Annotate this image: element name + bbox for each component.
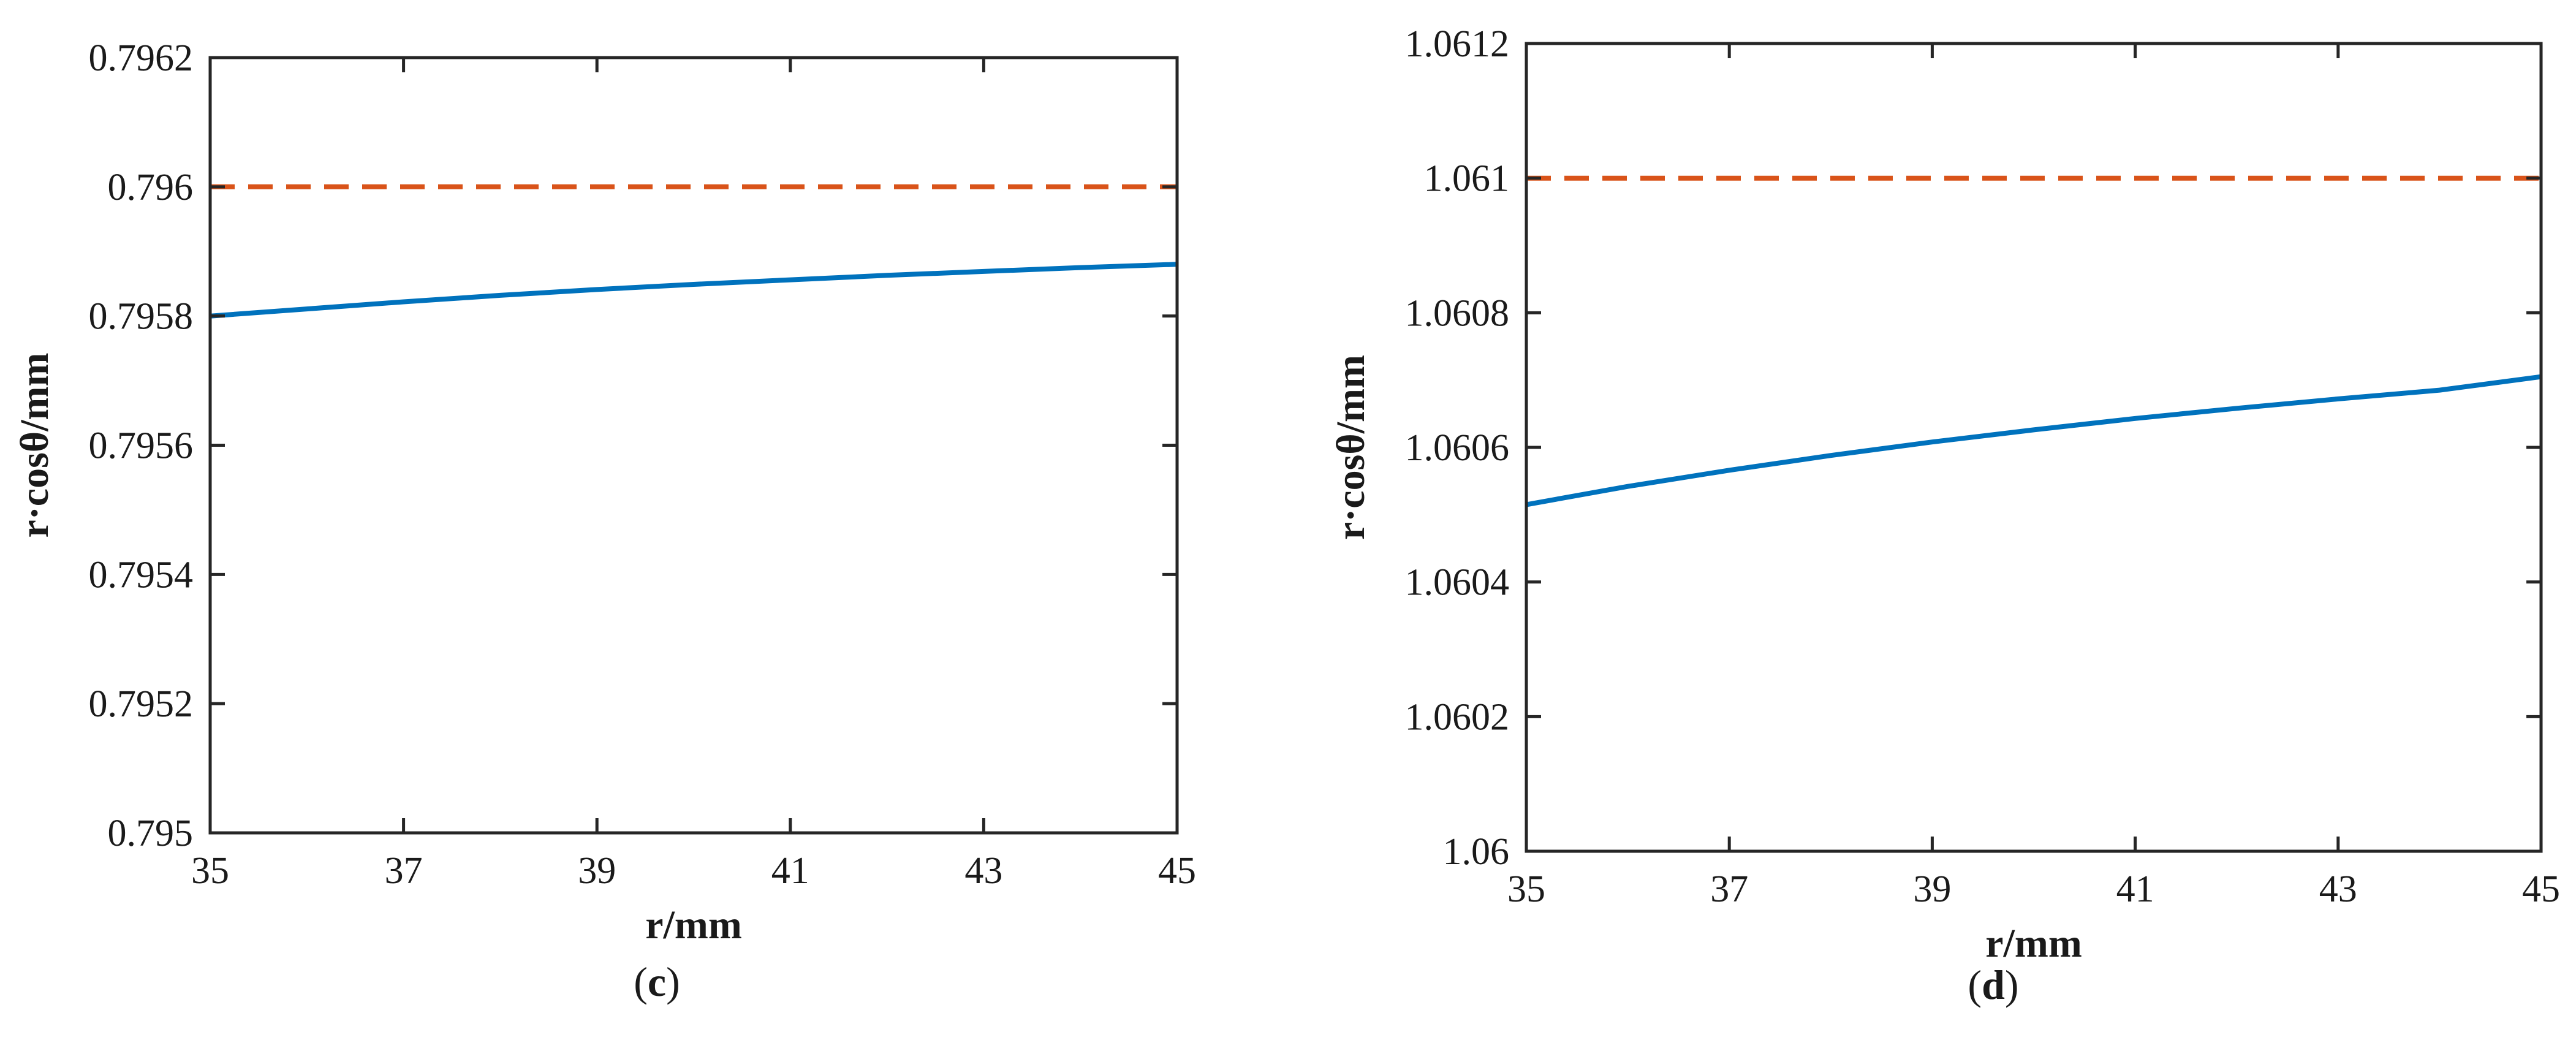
y-tick-label: 1.061 [1424, 158, 1510, 200]
x-tick-label: 39 [578, 850, 616, 892]
x-tick-label: 45 [2522, 868, 2560, 910]
panel-label-open-paren: ( [1968, 962, 1982, 1008]
y-tick-label: 0.796 [108, 167, 194, 208]
y-tick-label: 0.795 [108, 813, 194, 854]
panel-label-close-paren: ) [2005, 962, 2019, 1008]
y-tick-label: 1.0606 [1405, 427, 1510, 469]
y-axis-label: r·cosθ/mm [1328, 355, 1373, 540]
panel-label-open-paren: ( [634, 958, 648, 1005]
y-tick-label: 1.0602 [1405, 696, 1510, 738]
chart-panel-c: 35 37 39 41 43 45 0.795 0.7952 0.7954 0.7956 0.795… [12, 37, 1196, 1005]
y-tick-label: 1.0604 [1405, 562, 1510, 604]
x-tick-label: 43 [2319, 868, 2357, 910]
panel-label: (d) [1968, 962, 2018, 1008]
y-tick-label: 0.7952 [89, 683, 194, 725]
x-tick-label: 45 [1158, 850, 1196, 892]
panel-label: (c) [634, 958, 680, 1005]
plot-frame-d [1525, 42, 2543, 853]
y-tick-label: 1.0612 [1405, 23, 1510, 65]
y-axis-label: r·cosθ/mm [12, 352, 57, 537]
x-tick-label: 41 [2116, 868, 2154, 910]
y-tick-label: 1.06 [1443, 831, 1510, 873]
x-tick-label: 37 [385, 850, 423, 892]
y-tick-label: 0.7962 [89, 37, 194, 79]
y-tick-label: 0.7956 [89, 425, 194, 467]
panel-label-close-paren: ) [666, 958, 680, 1005]
x-tick-label: 43 [964, 850, 1002, 892]
x-tick-label: 35 [191, 850, 229, 892]
x-tick-label: 39 [1913, 868, 1951, 910]
panel-label-letter: c [648, 958, 666, 1005]
y-tick-label: 0.7954 [89, 554, 194, 596]
x-tick-label: 41 [771, 850, 809, 892]
y-tick-label: 0.7958 [89, 296, 194, 338]
chart-panel-d: 35 37 39 41 43 45 1.06 1.0602 1.0604 1.0606 1.0608… [1328, 23, 2560, 1008]
panel-label-letter: d [1982, 962, 2005, 1008]
y-tick-label: 1.0608 [1405, 292, 1510, 334]
x-tick-label: 37 [1710, 868, 1748, 910]
x-tick-label: 35 [1507, 868, 1545, 910]
x-axis-label: r/mm [1985, 921, 2082, 966]
plot-frame-c [208, 56, 1179, 835]
x-axis-label: r/mm [645, 903, 742, 947]
solid-data-line-d [1526, 374, 2542, 507]
solid-data-line-c [210, 262, 1178, 319]
